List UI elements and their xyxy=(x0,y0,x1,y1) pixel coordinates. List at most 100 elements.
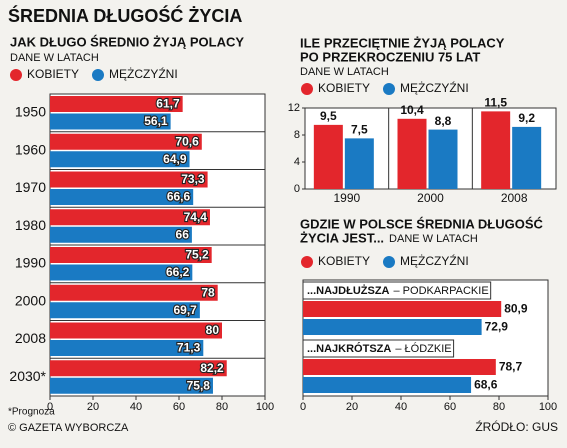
legend-marker xyxy=(301,83,313,95)
y-tick-label: 1960 xyxy=(15,141,46,157)
y-tick-label: 2030* xyxy=(9,368,46,384)
chart-subtitle: DANE W LATACH xyxy=(389,233,478,245)
bar xyxy=(512,126,542,189)
chart-title: GDZIE W POLSCE ŚREDNIA DŁUGOŚĆ xyxy=(300,216,544,231)
bar xyxy=(344,138,374,189)
chart-title: PO PRZEKROCZENIU 75 LAT xyxy=(300,49,480,64)
category-box xyxy=(302,339,455,358)
value-label: 56,1 xyxy=(144,114,168,128)
value-label: 80,9 xyxy=(504,302,528,316)
x-tick-label: 20 xyxy=(87,401,99,413)
legend-marker xyxy=(10,69,22,81)
category-box xyxy=(302,281,492,300)
category-prefix: ...NAJKRÓTSZA xyxy=(307,342,391,355)
bar xyxy=(50,284,218,301)
x-tick-label: 100 xyxy=(256,401,274,413)
y-tick-label: 1990 xyxy=(15,255,46,271)
bar xyxy=(50,360,227,377)
x-tick-label: 2000 xyxy=(417,191,444,205)
x-tick-label: 80 xyxy=(493,401,505,413)
value-label: 70,6 xyxy=(175,134,199,148)
bar xyxy=(428,129,458,189)
y-tick-label: 4 xyxy=(294,156,300,168)
bar xyxy=(50,247,212,263)
value-label: 80 xyxy=(206,323,220,337)
value-label: 68,6 xyxy=(474,378,498,392)
x-tick-label: 20 xyxy=(346,401,358,413)
value-label: 78,7 xyxy=(499,360,523,374)
bar xyxy=(50,209,210,226)
x-tick-label: 40 xyxy=(395,401,407,413)
credit: © GAZETA WYBORCZA xyxy=(8,422,129,434)
value-label: 64,9 xyxy=(163,152,187,166)
legend-label: KOBIETY xyxy=(318,81,370,95)
value-label: 10,4 xyxy=(400,103,424,117)
category-label: ...NAJDŁUŻSZA – PODKARPACKIE xyxy=(307,284,489,297)
value-label: 73,3 xyxy=(181,172,205,186)
chart-subtitle: DANE W LATACH xyxy=(10,52,99,64)
y-tick-label: 8 xyxy=(294,129,300,141)
bar xyxy=(50,133,202,150)
bar xyxy=(303,319,482,335)
chart-subtitle: DANE W LATACH xyxy=(300,66,389,78)
x-tick-label: 1990 xyxy=(333,191,360,205)
value-label: 75,2 xyxy=(185,248,209,262)
value-label: 66,6 xyxy=(167,190,191,204)
value-label: 7,5 xyxy=(351,123,368,137)
legend-label: MĘŻCZYŹNI xyxy=(400,80,469,95)
bar xyxy=(50,340,204,356)
chart-title: ŻYCIA JEST... xyxy=(300,230,384,245)
bar xyxy=(50,377,213,394)
bar xyxy=(50,302,200,319)
y-tick-label: 2008 xyxy=(15,330,46,346)
bar xyxy=(50,226,192,243)
legend-label: KOBIETY xyxy=(27,67,79,81)
bar xyxy=(303,359,496,375)
x-tick-label: 40 xyxy=(130,401,142,413)
x-tick-label: 60 xyxy=(444,401,456,413)
footnote: *Prognoza xyxy=(8,407,55,418)
value-label: 66 xyxy=(176,227,190,241)
bar xyxy=(50,322,222,339)
legend-marker xyxy=(92,69,104,81)
bar xyxy=(50,96,183,112)
x-tick-label: 60 xyxy=(173,401,185,413)
bar xyxy=(50,171,208,188)
value-label: 75,8 xyxy=(187,378,211,392)
main-title: ŚREDNIA DŁUGOŚĆ ŻYCIA xyxy=(8,5,242,26)
bar xyxy=(50,189,194,205)
category-name: – ŁÓDZKIE xyxy=(395,342,451,355)
x-tick-label: 0 xyxy=(300,401,306,413)
legend-label: MĘŻCZYŹNI xyxy=(109,66,178,81)
x-tick-label: 0 xyxy=(47,401,53,413)
x-tick-label: 100 xyxy=(539,401,557,413)
bar xyxy=(481,111,511,189)
bar xyxy=(397,118,427,189)
legend-marker xyxy=(301,256,313,268)
value-label: 66,2 xyxy=(166,265,190,279)
legend-label: MĘŻCZYŹNI xyxy=(400,253,469,268)
value-label: 72,9 xyxy=(485,320,509,334)
x-tick-label: 2008 xyxy=(501,191,528,205)
category-label: ...NAJKRÓTSZA – ŁÓDZKIE xyxy=(307,342,452,355)
legend-label: KOBIETY xyxy=(318,254,370,268)
y-tick-label: 1970 xyxy=(15,179,46,195)
y-tick-label: 0 xyxy=(294,183,300,195)
y-tick-label: 12 xyxy=(288,102,300,114)
x-tick-label: 80 xyxy=(216,401,228,413)
value-label: 9,2 xyxy=(518,111,535,125)
legend-marker xyxy=(383,83,395,95)
category-name: – PODKARPACKIE xyxy=(394,285,489,297)
value-label: 78 xyxy=(201,285,215,299)
bar xyxy=(303,301,502,317)
value-label: 71,3 xyxy=(177,341,201,355)
bar xyxy=(50,151,190,168)
bar xyxy=(50,264,193,281)
value-label: 82,2 xyxy=(200,361,224,375)
category-prefix: ...NAJDŁUŻSZA xyxy=(307,284,390,297)
bar xyxy=(313,124,343,189)
value-label: 61,7 xyxy=(156,97,180,111)
legend-marker xyxy=(383,256,395,268)
chart-title: ILE PRZECIĘTNIE ŻYJĄ POLACY xyxy=(300,35,505,50)
